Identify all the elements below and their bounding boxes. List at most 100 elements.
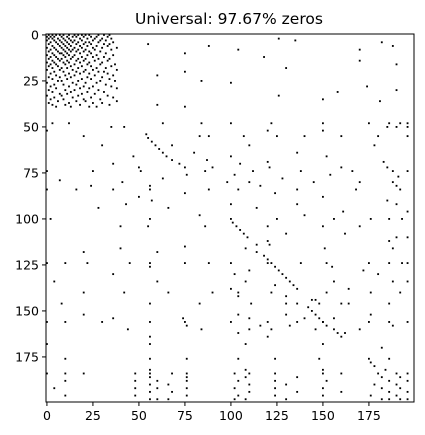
nonzero-cell xyxy=(82,291,85,294)
nonzero-cell xyxy=(342,210,345,213)
nonzero-cell xyxy=(248,383,251,386)
nonzero-cell xyxy=(106,45,109,47)
nonzero-cell xyxy=(46,54,48,57)
nonzero-cell xyxy=(380,376,383,379)
nonzero-cell xyxy=(391,45,394,47)
nonzero-cell xyxy=(358,59,361,62)
nonzero-cell xyxy=(233,398,236,401)
nonzero-cell xyxy=(55,105,58,108)
nonzero-cell xyxy=(79,61,81,64)
nonzero-cell xyxy=(60,41,63,44)
nonzero-cell xyxy=(110,126,113,128)
nonzero-cell xyxy=(401,218,403,220)
nonzero-cell xyxy=(149,383,151,386)
nonzero-cell xyxy=(97,70,100,73)
nonzero-cell xyxy=(325,262,328,264)
nonzero-cell xyxy=(171,390,173,393)
nonzero-cell xyxy=(244,376,247,379)
nonzero-cell xyxy=(86,91,89,93)
x-tick-label: 175 xyxy=(357,408,381,423)
nonzero-cell xyxy=(77,48,80,51)
nonzero-cell xyxy=(46,68,48,71)
nonzero-cell xyxy=(340,135,343,138)
nonzero-cell xyxy=(406,210,409,213)
nonzero-cell xyxy=(406,321,409,323)
x-tick-label: 50 xyxy=(131,408,147,423)
nonzero-cell xyxy=(101,144,104,147)
nonzero-cell xyxy=(49,63,52,66)
nonzero-cell xyxy=(69,76,72,79)
nonzero-cell xyxy=(69,50,72,53)
nonzero-cell xyxy=(90,52,92,55)
nonzero-cell xyxy=(296,188,299,191)
nonzero-cell xyxy=(46,39,48,42)
nonzero-cell xyxy=(149,184,151,187)
nonzero-cell xyxy=(103,70,105,73)
nonzero-cell xyxy=(49,98,52,101)
y-tick-label: 75 xyxy=(23,165,39,180)
nonzero-cell xyxy=(95,45,98,47)
nonzero-cell xyxy=(167,398,170,401)
nonzero-cell xyxy=(60,80,63,82)
nonzero-cell xyxy=(101,61,104,64)
nonzero-cell xyxy=(344,232,346,235)
nonzero-cell xyxy=(66,92,69,95)
nonzero-cell xyxy=(233,372,236,375)
nonzero-cell xyxy=(399,291,402,294)
nonzero-cell xyxy=(112,41,115,44)
nonzero-cell xyxy=(281,273,284,276)
nonzero-cell xyxy=(274,372,276,375)
nonzero-cell xyxy=(296,376,299,379)
nonzero-cell xyxy=(185,324,188,327)
nonzero-cell xyxy=(125,203,127,206)
nonzero-cell xyxy=(391,247,394,250)
nonzero-cell xyxy=(239,229,242,231)
nonzero-cell xyxy=(167,206,170,209)
nonzero-cell xyxy=(103,43,105,46)
nonzero-cell xyxy=(82,251,85,253)
nonzero-cell xyxy=(395,236,398,239)
nonzero-cell xyxy=(377,273,380,276)
nonzero-cell xyxy=(156,387,159,390)
nonzero-cell xyxy=(391,280,394,283)
nonzero-cell xyxy=(391,170,394,172)
nonzero-cell xyxy=(147,137,150,139)
nonzero-cell xyxy=(66,59,69,62)
nonzero-cell xyxy=(58,52,61,55)
nonzero-cell xyxy=(80,56,83,58)
nonzero-cell xyxy=(285,67,288,69)
nonzero-cell xyxy=(57,50,59,53)
nonzero-cell xyxy=(237,332,240,334)
nonzero-cell xyxy=(53,54,56,57)
nonzero-cell xyxy=(51,67,54,69)
nonzero-cell xyxy=(84,41,87,44)
nonzero-cell xyxy=(167,291,170,294)
y-tick-label: 50 xyxy=(23,119,39,134)
nonzero-cell xyxy=(99,50,102,53)
nonzero-cell xyxy=(150,140,153,143)
nonzero-cell xyxy=(322,372,324,375)
nonzero-cell xyxy=(108,34,111,36)
nonzero-cell xyxy=(237,295,240,298)
nonzero-cell xyxy=(395,394,398,397)
nonzero-cell xyxy=(310,310,313,312)
nonzero-cell xyxy=(90,78,92,80)
nonzero-cell xyxy=(369,361,372,364)
nonzero-cell xyxy=(161,122,164,125)
nonzero-cell xyxy=(46,129,48,132)
nonzero-cell xyxy=(53,61,56,64)
nonzero-cell xyxy=(277,94,280,97)
nonzero-cell xyxy=(333,328,335,331)
nonzero-cell xyxy=(58,76,61,79)
nonzero-cell xyxy=(368,122,370,125)
nonzero-cell xyxy=(299,262,302,264)
nonzero-cell xyxy=(156,251,159,253)
nonzero-cell xyxy=(57,80,59,82)
nonzero-cell xyxy=(274,394,276,397)
nonzero-cell xyxy=(230,287,232,290)
nonzero-cell xyxy=(401,262,403,264)
nonzero-cell xyxy=(58,59,61,62)
nonzero-cell xyxy=(86,45,89,47)
nonzero-cell xyxy=(318,317,321,320)
nonzero-cell xyxy=(340,390,343,393)
